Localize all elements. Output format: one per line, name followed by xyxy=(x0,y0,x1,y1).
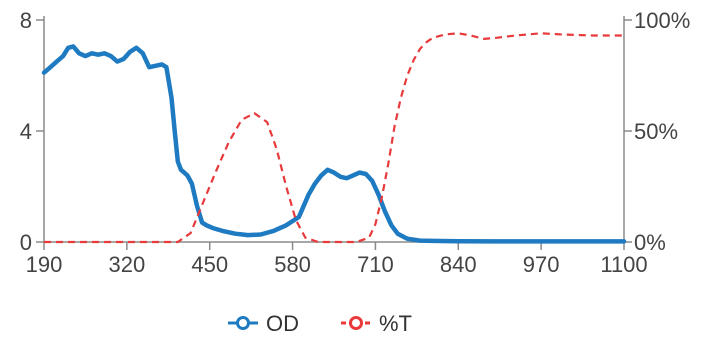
x-tick-label: 450 xyxy=(191,252,228,277)
x-tick-label: 970 xyxy=(523,252,560,277)
legend-item-od: OD xyxy=(228,311,299,336)
legend-marker xyxy=(349,316,363,330)
tick-labels: 190 320 450 580 710 840 970 1100 0 4 8 0% 50% 100% xyxy=(20,8,691,277)
series-line-od xyxy=(41,44,627,244)
legend-label: OD xyxy=(266,311,299,336)
y-tick-label-left: 8 xyxy=(20,8,32,33)
series-line-percent-t xyxy=(44,32,624,244)
plot-area xyxy=(41,32,627,244)
y-tick-label-right: 0% xyxy=(634,230,666,255)
legend-label: %T xyxy=(379,311,412,336)
y-tick-label-right: 100% xyxy=(634,8,690,33)
x-tick-label: 1100 xyxy=(600,252,647,277)
x-tick-label: 320 xyxy=(108,252,145,277)
x-tick-label: 840 xyxy=(440,252,477,277)
y-tick-label-right: 50% xyxy=(634,119,678,144)
x-tick-label: 190 xyxy=(26,252,63,277)
axes xyxy=(36,16,632,250)
y-tick-label-left: 4 xyxy=(20,119,32,144)
x-tick-label: 580 xyxy=(274,252,311,277)
y-tick-label-left: 0 xyxy=(20,230,32,255)
x-tick-label: 710 xyxy=(357,252,394,277)
legend: OD %T xyxy=(228,311,412,336)
legend-marker xyxy=(236,316,250,330)
legend-item-percent-t: %T xyxy=(341,311,412,336)
